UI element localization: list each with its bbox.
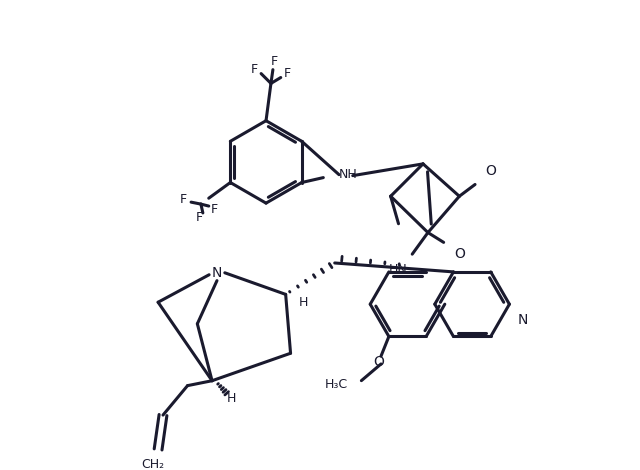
Text: F: F: [284, 67, 291, 80]
Text: H₃C: H₃C: [324, 378, 348, 391]
Text: CH₂: CH₂: [141, 458, 164, 470]
Text: N: N: [518, 313, 528, 327]
Text: O: O: [374, 355, 385, 369]
Text: F: F: [195, 212, 202, 224]
Text: H: H: [299, 296, 308, 309]
Text: N: N: [212, 266, 222, 280]
Text: F: F: [270, 55, 278, 68]
Text: O: O: [454, 247, 465, 261]
Text: HN: HN: [389, 263, 408, 276]
Text: F: F: [251, 63, 258, 76]
Text: F: F: [180, 193, 187, 206]
Text: O: O: [485, 164, 496, 178]
Text: H: H: [227, 392, 236, 405]
Text: F: F: [211, 204, 218, 217]
Text: NH: NH: [339, 168, 358, 181]
